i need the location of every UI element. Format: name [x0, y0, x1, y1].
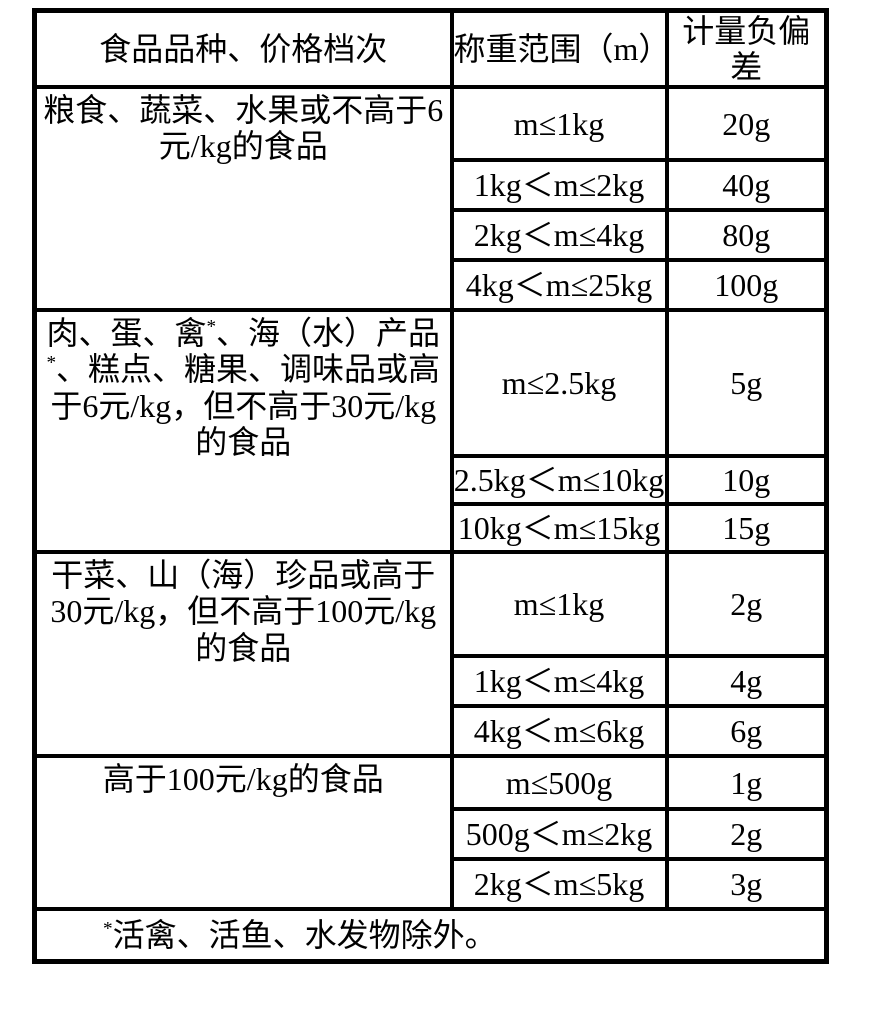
category-cell-group1: 粮食、蔬菜、水果或不高于6元/kg的食品	[32, 85, 454, 313]
deviation-cell: 2g	[664, 550, 829, 659]
deviation-cell: 1g	[664, 754, 829, 812]
table-row: 1kg＜m≤2kg 40g	[35, 158, 829, 213]
table-footnote-row: *活禽、活鱼、水发物除外。	[32, 907, 829, 964]
weighing-deviation-table: 食品品种、价格档次 称重范围（m） 计量负偏差 粮食、蔬菜、水果或不高于6元/k…	[32, 8, 829, 964]
range-cell: 2.5kg＜m≤10kg	[449, 454, 669, 507]
range-cell: 10kg＜m≤15kg	[449, 502, 669, 555]
header-range: 称重范围（m）	[449, 8, 670, 90]
footnote-text: *活禽、活鱼、水发物除外。	[32, 907, 829, 964]
table-row: 1kg＜m≤4kg 4g	[35, 654, 829, 709]
table-row: 高于100元/kg的食品 m≤500g 1g	[32, 754, 829, 912]
deviation-cell: 4g	[664, 654, 829, 709]
table-row: 干菜、山（海）珍品或高于30元/kg，但不高于100元/kg的食品 m≤1kg …	[32, 550, 829, 759]
table-row: 2kg＜m≤5kg 3g	[35, 857, 829, 912]
deviation-cell: 20g	[664, 85, 829, 163]
range-cell: m≤2.5kg	[449, 308, 669, 459]
deviation-cell: 40g	[664, 158, 829, 213]
range-cell: 4kg＜m≤6kg	[449, 704, 669, 759]
deviation-cell: 2g	[664, 807, 829, 862]
range-cell: 500g＜m≤2kg	[449, 807, 669, 862]
deviation-cell: 5g	[664, 308, 829, 459]
deviation-cell: 10g	[664, 454, 829, 507]
range-cell: 1kg＜m≤2kg	[449, 158, 669, 213]
header-category: 食品品种、价格档次	[32, 8, 454, 90]
deviation-cell: 6g	[664, 704, 829, 759]
deviation-cell: 3g	[664, 857, 829, 912]
range-cell: m≤500g	[449, 754, 669, 812]
table-row: 粮食、蔬菜、水果或不高于6元/kg的食品 m≤1kg 20g	[32, 85, 829, 313]
range-cell: 1kg＜m≤4kg	[449, 654, 669, 709]
table-row: 10kg＜m≤15kg 15g	[35, 502, 829, 555]
range-cell: 4kg＜m≤25kg	[449, 258, 669, 313]
table-row: 2kg＜m≤4kg 80g	[35, 208, 829, 263]
range-cell: m≤1kg	[449, 85, 669, 163]
deviation-cell: 80g	[664, 208, 829, 263]
range-cell: m≤1kg	[449, 550, 669, 659]
table-row: 肉、蛋、禽*、海（水）产品*、糕点、糖果、调味品或高于6元/kg，但不高于30元…	[32, 308, 829, 555]
deviation-cell: 15g	[664, 502, 829, 555]
table-header-row: 食品品种、价格档次 称重范围（m） 计量负偏差	[32, 8, 829, 90]
deviation-cell: 100g	[664, 258, 829, 313]
range-cell: 2kg＜m≤5kg	[449, 857, 669, 912]
table-row: 500g＜m≤2kg 2g	[35, 807, 829, 862]
header-deviation: 计量负偏差	[664, 8, 829, 90]
range-cell: 2kg＜m≤4kg	[449, 208, 669, 263]
table-row: 2.5kg＜m≤10kg 10g	[35, 454, 829, 507]
table-row: 4kg＜m≤25kg 100g	[35, 258, 829, 313]
table-row: 4kg＜m≤6kg 6g	[35, 704, 829, 759]
category-cell-group2: 肉、蛋、禽*、海（水）产品*、糕点、糖果、调味品或高于6元/kg，但不高于30元…	[32, 308, 454, 555]
category-cell-group4: 高于100元/kg的食品	[32, 754, 454, 912]
category-cell-group3: 干菜、山（海）珍品或高于30元/kg，但不高于100元/kg的食品	[32, 550, 454, 759]
